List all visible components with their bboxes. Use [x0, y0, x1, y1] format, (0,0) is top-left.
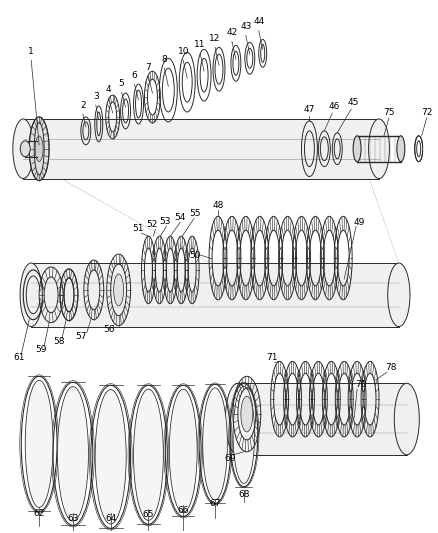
Text: 59: 59 — [35, 345, 47, 354]
Ellipse shape — [35, 136, 43, 161]
Text: 68: 68 — [237, 490, 249, 499]
Text: 71: 71 — [265, 353, 277, 362]
Text: 67: 67 — [209, 499, 220, 508]
Ellipse shape — [25, 380, 53, 507]
Text: 11: 11 — [194, 40, 205, 49]
Ellipse shape — [387, 263, 409, 327]
Text: 12: 12 — [209, 34, 220, 43]
Text: 7: 7 — [145, 63, 151, 72]
Text: 8: 8 — [161, 55, 167, 64]
Text: 6: 6 — [131, 71, 137, 80]
Text: 69: 69 — [224, 454, 235, 463]
Text: 43: 43 — [240, 22, 251, 31]
Text: 51: 51 — [132, 224, 144, 233]
Ellipse shape — [202, 388, 227, 500]
Text: 54: 54 — [174, 213, 186, 222]
Text: 44: 44 — [253, 17, 264, 26]
Ellipse shape — [240, 396, 252, 432]
Ellipse shape — [133, 389, 163, 520]
Text: 62: 62 — [33, 509, 45, 518]
Ellipse shape — [20, 141, 30, 157]
Text: 45: 45 — [346, 98, 358, 107]
Bar — [23, 119, 378, 179]
Text: 1: 1 — [28, 47, 34, 56]
Text: 58: 58 — [53, 337, 65, 346]
Text: 53: 53 — [159, 217, 171, 226]
Ellipse shape — [95, 390, 126, 524]
Text: 61: 61 — [14, 353, 25, 362]
Text: 65: 65 — [142, 510, 154, 519]
Text: 55: 55 — [189, 209, 201, 218]
Ellipse shape — [29, 117, 49, 181]
Ellipse shape — [57, 386, 88, 521]
Ellipse shape — [233, 386, 254, 483]
Ellipse shape — [368, 119, 389, 179]
Text: 78: 78 — [384, 363, 396, 372]
Text: 70: 70 — [354, 379, 366, 389]
Text: 49: 49 — [353, 218, 364, 227]
Ellipse shape — [113, 274, 124, 306]
Bar — [237, 383, 406, 455]
Text: 72: 72 — [420, 109, 431, 117]
Text: 10: 10 — [177, 47, 188, 56]
Ellipse shape — [13, 119, 34, 179]
Text: 47: 47 — [303, 104, 314, 114]
Text: 50: 50 — [189, 251, 201, 260]
Text: 42: 42 — [226, 28, 237, 37]
Text: 66: 66 — [177, 506, 188, 515]
Ellipse shape — [169, 389, 197, 512]
Ellipse shape — [225, 383, 250, 455]
Text: 57: 57 — [75, 332, 86, 341]
Text: 52: 52 — [146, 220, 158, 229]
Text: 75: 75 — [382, 109, 394, 117]
Text: 2: 2 — [80, 101, 85, 109]
Ellipse shape — [352, 136, 360, 161]
Text: 4: 4 — [106, 85, 111, 94]
Bar — [31, 263, 398, 327]
Text: 3: 3 — [93, 92, 99, 101]
Text: 64: 64 — [105, 514, 116, 523]
Ellipse shape — [393, 383, 418, 455]
Text: 5: 5 — [118, 79, 124, 87]
Ellipse shape — [396, 136, 404, 161]
Ellipse shape — [20, 263, 42, 327]
Text: 63: 63 — [67, 514, 78, 523]
Text: 56: 56 — [103, 325, 114, 334]
Text: 46: 46 — [328, 101, 339, 110]
Text: 48: 48 — [212, 201, 223, 210]
